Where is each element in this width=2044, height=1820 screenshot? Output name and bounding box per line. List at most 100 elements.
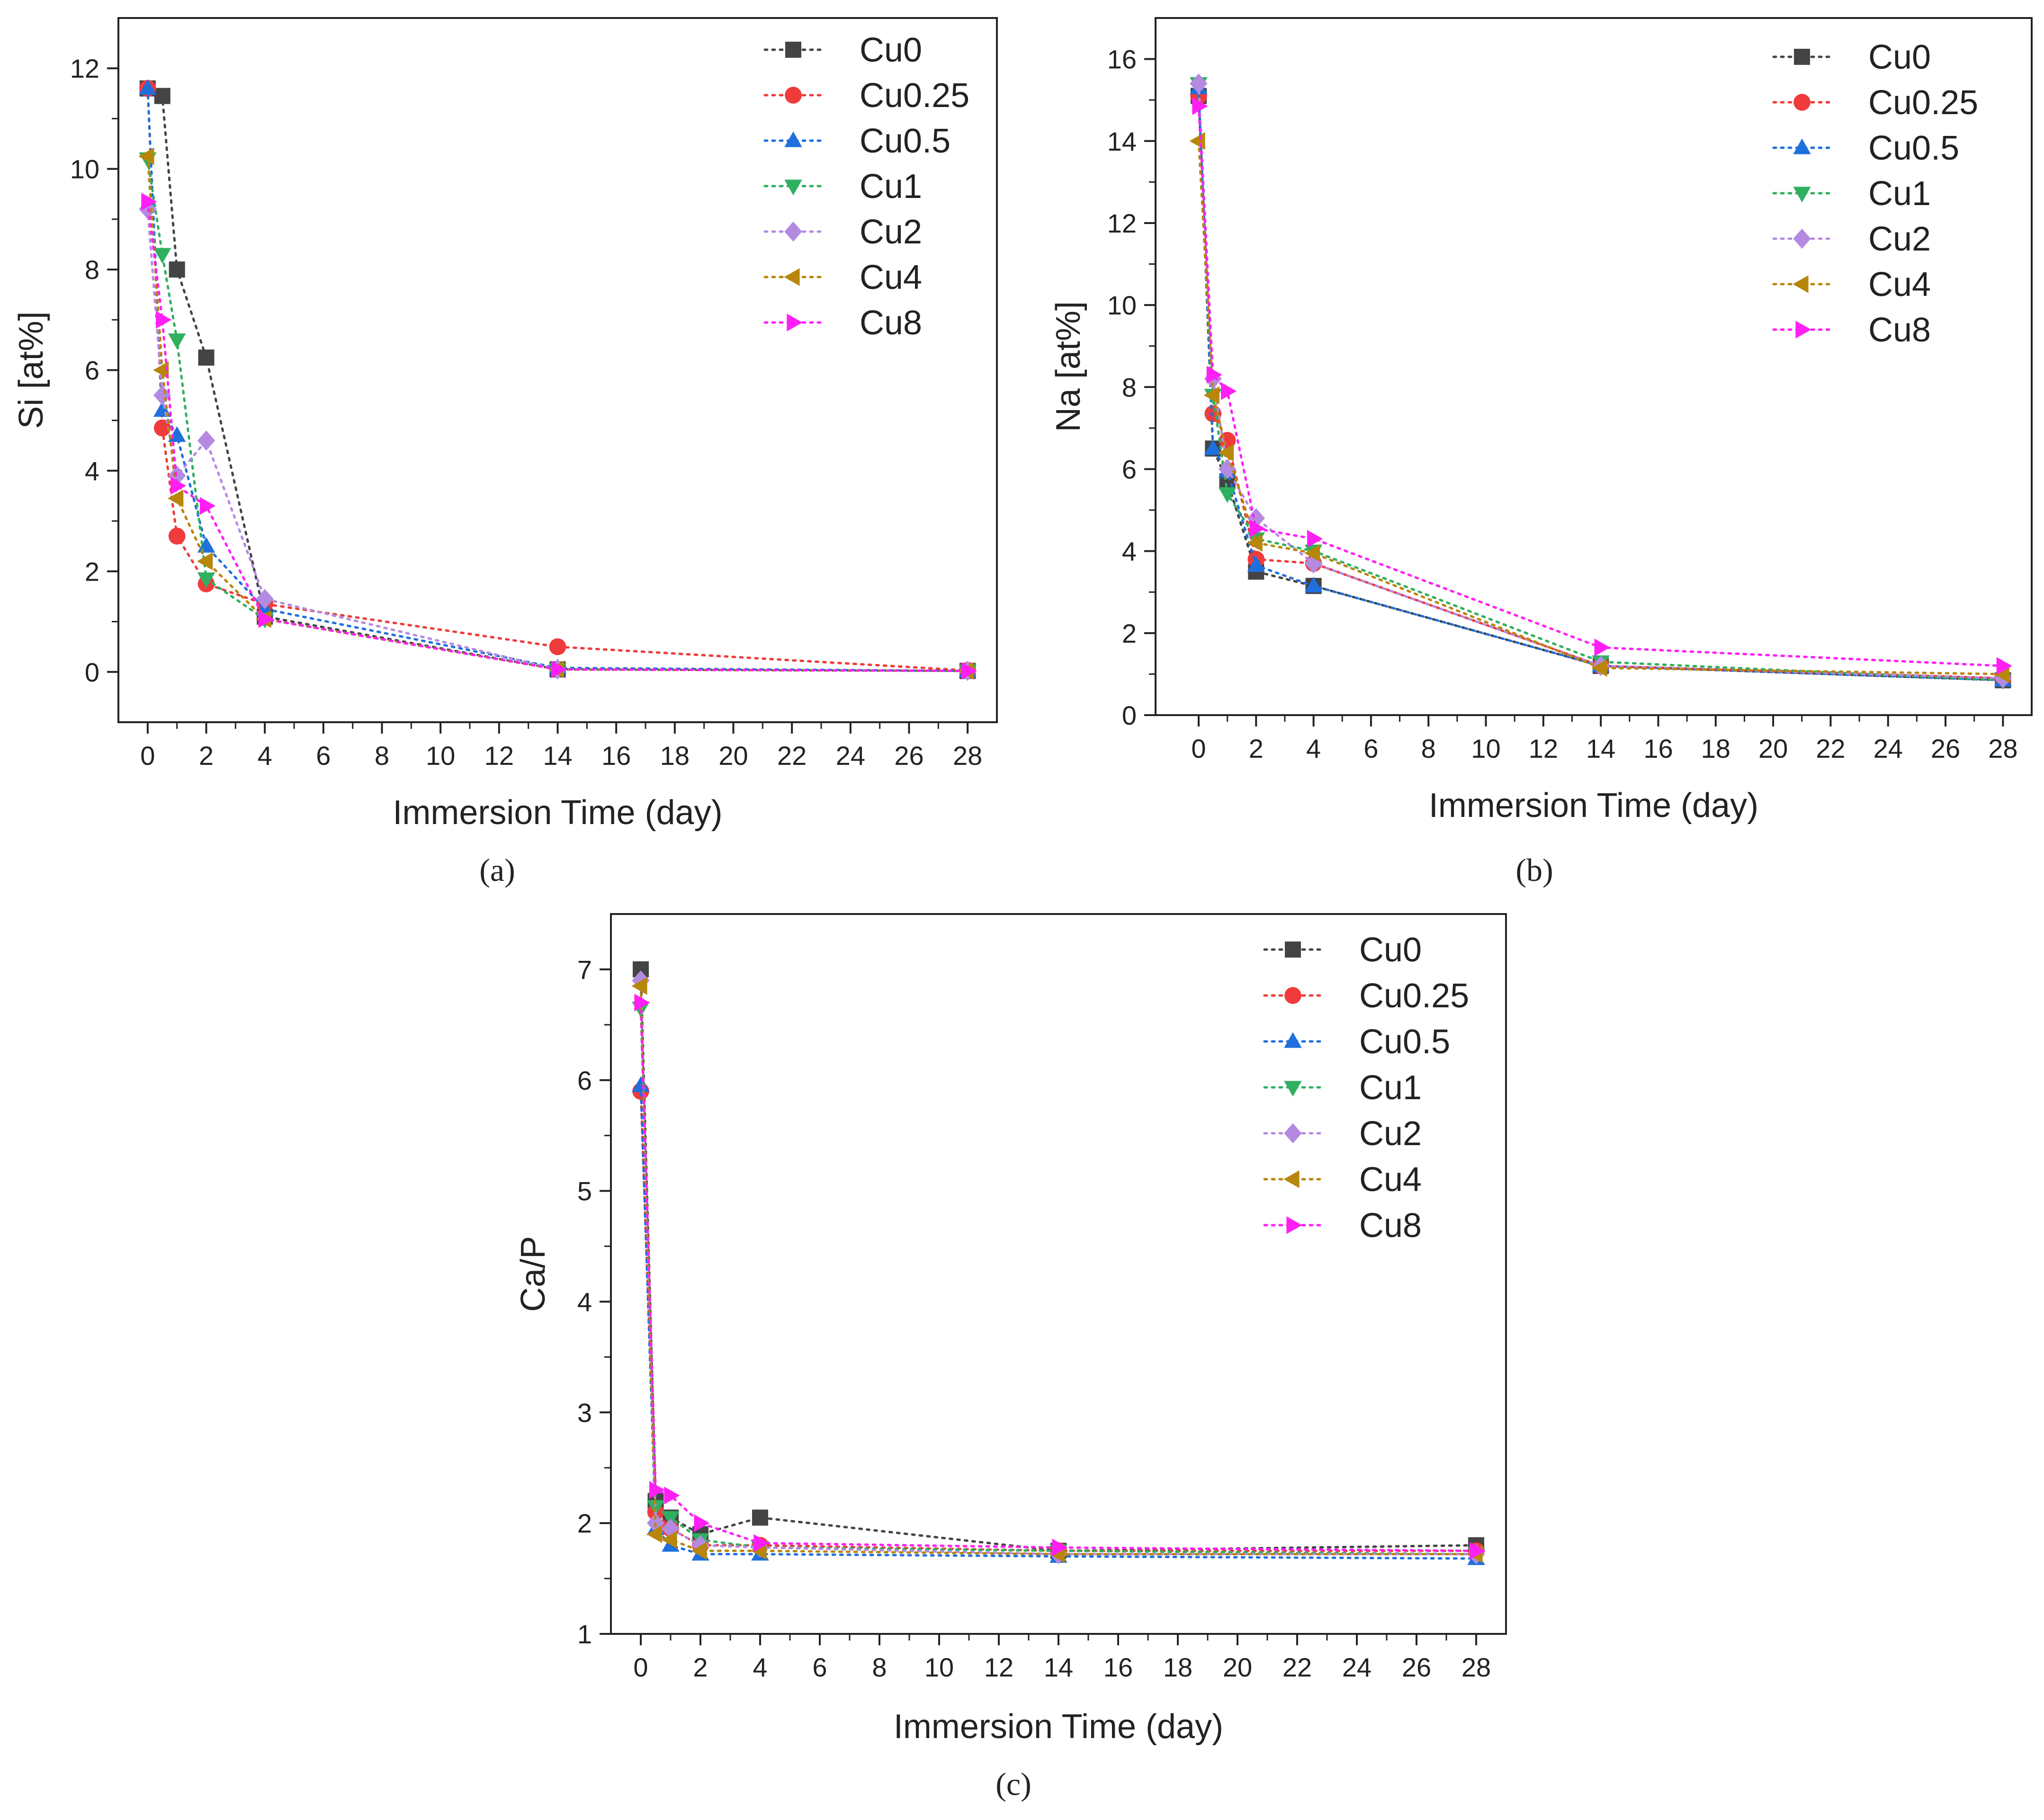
y-tick-label: 16: [1107, 45, 1137, 74]
x-tick-label: 22: [777, 741, 807, 771]
panel-label: (a): [479, 852, 515, 888]
data-point: [1249, 520, 1265, 538]
data-point: [1246, 534, 1263, 552]
legend-entry: Cu0.5: [763, 122, 950, 160]
legend-marker: [1284, 987, 1301, 1004]
data-point: [1594, 638, 1610, 656]
series-Cu0: [633, 961, 1484, 1559]
series-Cu4: [631, 977, 1483, 1563]
series-Cu0.5: [139, 79, 977, 678]
legend-entry: Cu0: [1772, 38, 1931, 76]
data-point: [197, 537, 215, 553]
data-point: [153, 419, 171, 437]
plot-frame: [1155, 17, 2033, 716]
data-point: [1591, 659, 1607, 677]
data-point: [168, 489, 184, 508]
data-point: [1190, 73, 1208, 94]
series-Cu1: [1190, 77, 2012, 690]
legend-entry: Cu0: [1263, 931, 1422, 969]
data-point: [753, 1534, 770, 1552]
legend-marker: [785, 42, 801, 58]
x-tick-label: 16: [1103, 1652, 1133, 1682]
legend-label: Cu8: [1359, 1207, 1422, 1245]
legend-marker: [1285, 941, 1301, 958]
legend-label: Cu1: [1868, 175, 1931, 213]
x-tick-label: 6: [812, 1652, 827, 1682]
series-line: [146, 157, 969, 672]
data-point: [752, 1509, 768, 1526]
data-point: [549, 638, 566, 655]
y-axis-title: Ca/P: [514, 1236, 552, 1312]
data-point: [632, 1076, 650, 1093]
x-tick-label: 18: [660, 741, 690, 771]
x-tick-label: 2: [693, 1652, 708, 1682]
legend-label: Cu0.5: [860, 122, 950, 160]
series-line: [639, 1007, 1478, 1556]
x-tick-label: 0: [633, 1652, 648, 1682]
legend-label: Cu2: [860, 213, 922, 251]
data-point: [139, 79, 157, 95]
x-tick-label: 24: [1342, 1652, 1372, 1682]
data-point: [1996, 657, 2012, 675]
series-line: [639, 979, 1478, 1556]
y-tick-label: 4: [85, 456, 99, 486]
legend-entry: Cu0: [763, 31, 922, 69]
x-tick-label: 4: [258, 741, 272, 771]
x-tick-label: 6: [316, 741, 331, 771]
x-tick-label: 6: [1363, 734, 1378, 763]
y-tick-label: 2: [85, 556, 99, 586]
legend-label: Cu0: [860, 31, 922, 69]
legend-marker: [1795, 321, 1811, 339]
x-tick-label: 24: [836, 741, 865, 771]
x-tick-label: 8: [1421, 734, 1436, 763]
legend-entry: Cu0.25: [1263, 977, 1469, 1015]
panel-label: (c): [995, 1766, 1031, 1802]
x-tick-label: 4: [753, 1652, 767, 1682]
legend-marker: [1793, 138, 1811, 154]
data-point: [694, 1514, 710, 1532]
x-tick-label: 14: [1586, 734, 1615, 763]
x-tick-label: 12: [984, 1652, 1013, 1682]
series-line: [639, 1001, 1478, 1552]
legend-entry: Cu8: [1772, 311, 1931, 349]
data-point: [1307, 529, 1323, 548]
y-tick-label: 2: [577, 1508, 592, 1538]
x-tick-label: 12: [484, 741, 514, 771]
series-Cu0.5: [1190, 78, 2012, 687]
data-point: [664, 1486, 680, 1505]
x-tick-label: 26: [1402, 1652, 1431, 1682]
series-line: [639, 968, 1478, 1552]
x-tick-label: 2: [1249, 734, 1264, 763]
data-point: [633, 961, 649, 977]
data-point: [141, 192, 157, 211]
x-tick-label: 2: [199, 741, 214, 771]
legend-label: Cu1: [1359, 1069, 1422, 1107]
legend-marker: [1794, 49, 1810, 65]
data-point: [1304, 576, 1323, 592]
data-point: [153, 385, 171, 405]
legend-label: Cu0: [1868, 38, 1931, 76]
legend-entry: Cu2: [1772, 220, 1931, 258]
series-Cu4: [1189, 132, 2009, 683]
legend-entry: Cu1: [1772, 175, 1931, 213]
x-tick-label: 8: [375, 741, 389, 771]
legend-entry: Cu2: [763, 213, 922, 251]
data-point: [168, 528, 186, 545]
series-Cu0.25: [632, 1083, 1485, 1560]
legend-label: Cu0: [1359, 931, 1422, 969]
legend-label: Cu0.5: [1359, 1023, 1450, 1061]
x-tick-label: 16: [601, 741, 631, 771]
series-line: [146, 87, 969, 672]
series-Cu0.5: [632, 1076, 1485, 1565]
legend-entry: Cu2: [1263, 1115, 1422, 1153]
x-tick-label: 20: [1758, 734, 1788, 763]
data-point: [197, 572, 215, 588]
data-point: [1470, 1542, 1486, 1560]
x-tick-label: 28: [1461, 1652, 1491, 1682]
series-Cu8: [634, 994, 1486, 1560]
y-tick-label: 3: [577, 1398, 592, 1427]
legend-marker: [784, 131, 802, 147]
y-axis-title: Si [at%]: [12, 311, 50, 429]
data-point: [1218, 444, 1234, 462]
legend-label: Cu4: [1359, 1161, 1422, 1199]
